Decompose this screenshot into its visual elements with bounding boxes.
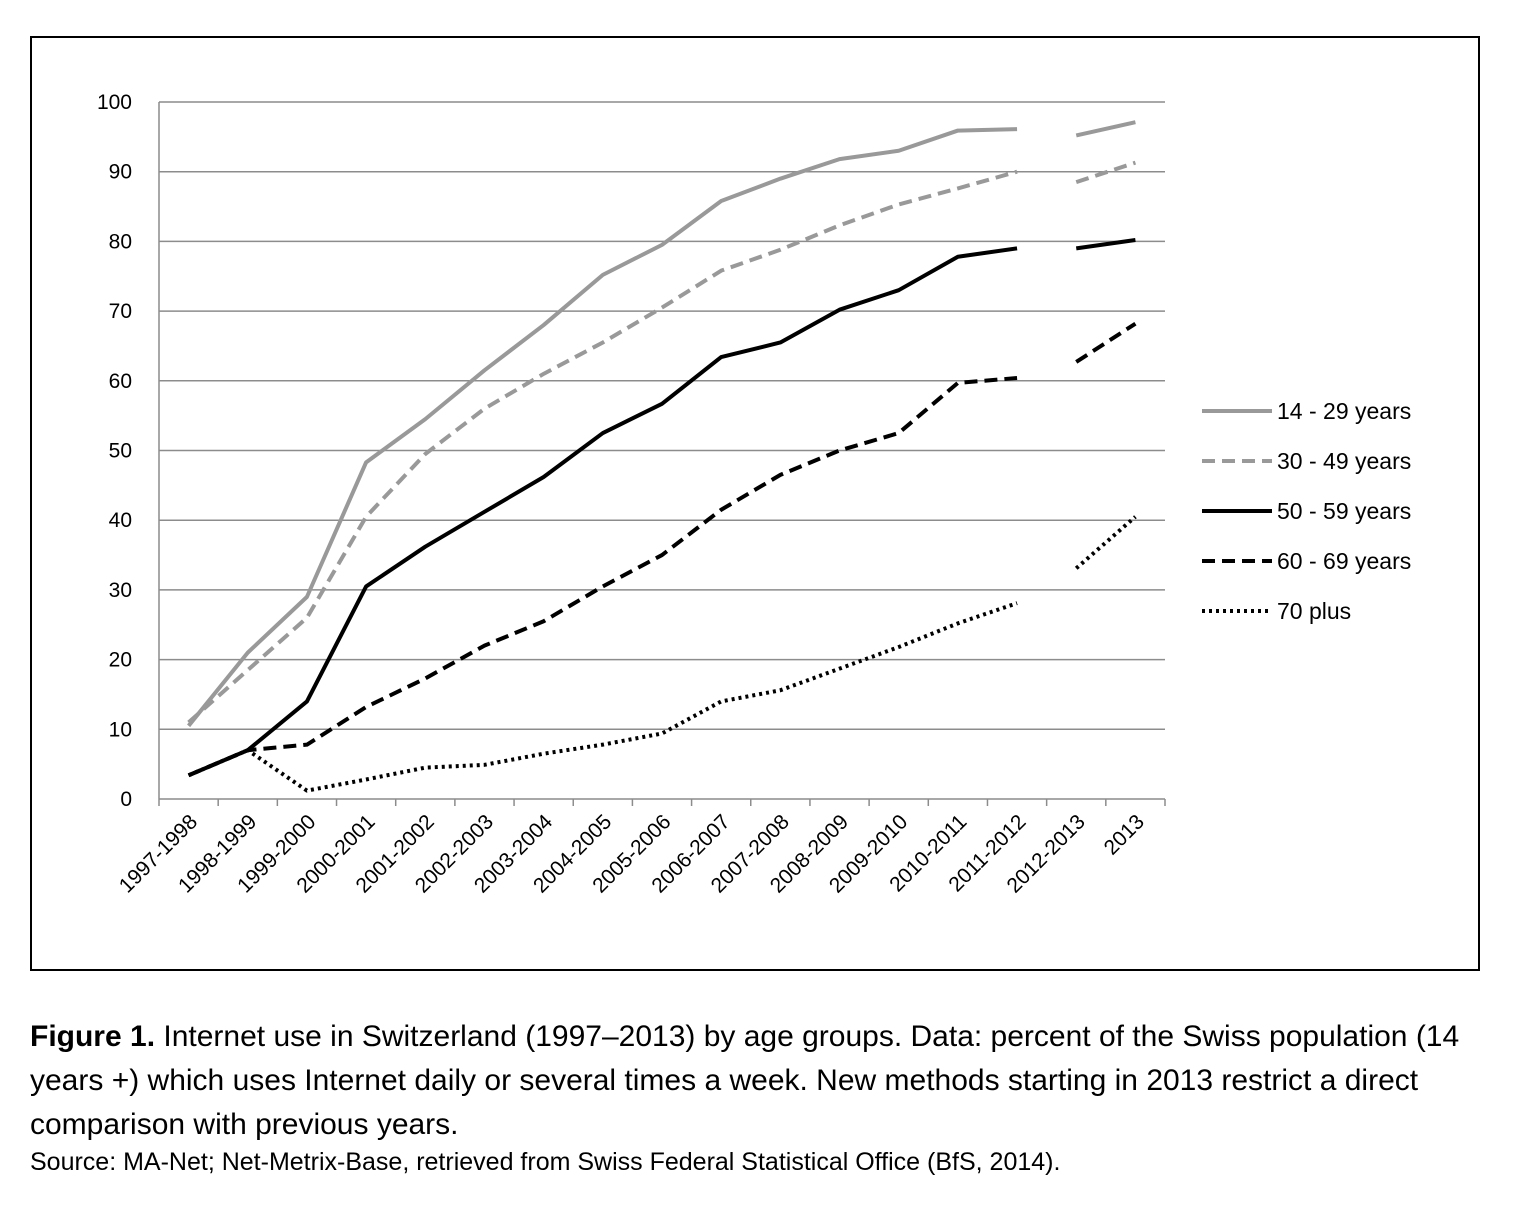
legend-label-3: 50 - 59 years (1277, 498, 1411, 524)
legend-label-5: 70 plus (1277, 598, 1351, 624)
figure-label: Figure 1. (30, 1020, 156, 1053)
series-line-3 (187, 246, 1018, 778)
y-tick-label-10: 10 (109, 718, 132, 741)
y-tick-label-20: 20 (109, 649, 132, 672)
y-tick-label-70: 70 (109, 300, 132, 323)
series-line-5 (187, 601, 1018, 793)
legend-label-4: 60 - 69 years (1277, 548, 1411, 574)
series-line-2 (187, 169, 1018, 724)
y-tick-label-90: 90 (109, 161, 132, 184)
series-line-1 (187, 127, 1018, 728)
figure-caption-text: Internet use in Switzerland (1997–2013) … (30, 1020, 1460, 1141)
x-tick-label: 2013 (1100, 810, 1149, 859)
series-line-1-2013 (1075, 120, 1136, 138)
chart-frame: 0 10 20 30 40 50 60 70 80 90 100 1997-1998 1998-1999… (30, 36, 1480, 971)
line-chart: 01020304050607080901001997-19981998-1999… (97, 91, 1411, 898)
series-line-2-2013 (1075, 160, 1137, 185)
y-tick-label-50: 50 (109, 440, 132, 463)
y-tick-label-100: 100 (97, 91, 132, 114)
y-tick-label-40: 40 (109, 509, 132, 532)
y-tick-label-30: 30 (109, 579, 132, 602)
y-tick-label-60: 60 (109, 370, 132, 393)
figure-caption: Figure 1. Internet use in Switzerland (1… (30, 1015, 1490, 1147)
series-line-4 (187, 376, 1018, 778)
figure-source: Source: MA-Net; Net-Metrix-Base, retriev… (30, 1148, 1061, 1176)
y-tick-label-0: 0 (120, 788, 132, 811)
series-line-5-2013 (1074, 515, 1137, 570)
series-line-3-2013 (1075, 238, 1136, 251)
legend-label-1: 14 - 29 years (1277, 398, 1411, 424)
series-line-4-2013 (1075, 321, 1137, 364)
legend-label-2: 30 - 49 years (1277, 448, 1411, 474)
y-tick-label-80: 80 (109, 230, 132, 253)
